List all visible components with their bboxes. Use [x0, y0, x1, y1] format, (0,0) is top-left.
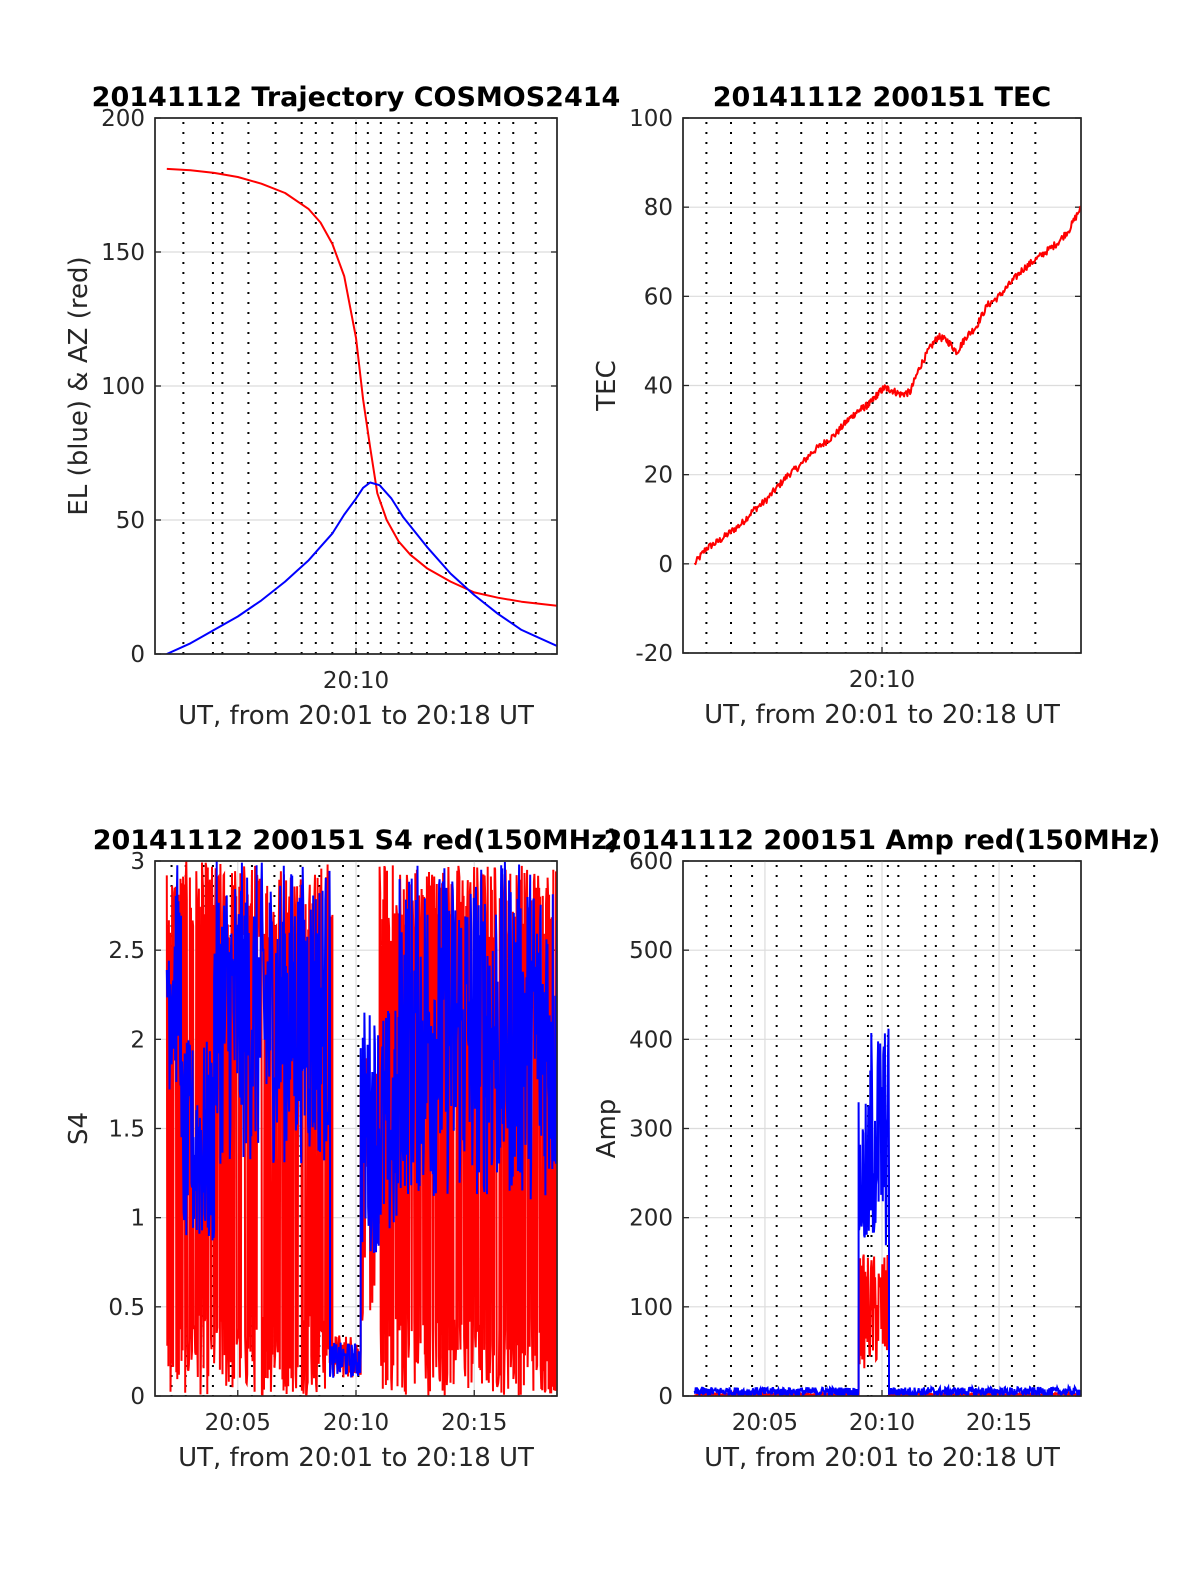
tec-chart: -20 0 20 40 60 80 100 20:10 20141112 200151 TEC U…: [592, 82, 1082, 730]
x-axis-label: UT, from 20:01 to 20:18 UT: [178, 1443, 534, 1473]
chart-title: 20141112 200151 TEC: [713, 82, 1052, 113]
y-tick-label: 0: [130, 1384, 145, 1410]
x-tick-label: 20:05: [205, 1410, 271, 1436]
y-tick-label: 200: [101, 106, 145, 132]
y-tick-label: 3: [130, 849, 145, 875]
y-tick-label: 200: [629, 1206, 673, 1232]
y-tick-label: 100: [629, 106, 673, 132]
y-tick-label: 0: [658, 1384, 673, 1410]
y-tick-label: 100: [629, 1295, 673, 1321]
y-tick-label: 0: [130, 642, 145, 668]
series-line-blue: [166, 481, 557, 654]
y-tick-label: 50: [116, 508, 145, 534]
y-tick-label: 1.5: [108, 1117, 145, 1143]
x-tick-label: 20:15: [966, 1410, 1032, 1436]
x-tick-label: 20:10: [849, 1410, 915, 1436]
y-tick-label: 0: [658, 552, 673, 578]
y-tick-label: 80: [644, 195, 673, 221]
trajectory-chart: 0 50 100 150 200 20:10 20141112 Trajectory COS…: [64, 82, 620, 731]
y-tick-label: 2: [130, 1027, 145, 1053]
plot-frame: [154, 860, 558, 1397]
y-axis-label: EL (blue) & AZ (red): [64, 256, 94, 515]
x-axis-label: UT, from 20:01 to 20:18 UT: [704, 1443, 1060, 1473]
x-tick-label: 20:10: [323, 1410, 389, 1436]
y-tick-label: 500: [629, 938, 673, 964]
y-tick-label: 60: [644, 284, 673, 310]
y-axis-label: S4: [64, 1112, 94, 1145]
x-tick-label: 20:10: [323, 668, 389, 694]
series-line-red: [166, 167, 557, 607]
plot-frame: [682, 117, 1082, 654]
chart-title: 20141112 Trajectory COSMOS2414: [92, 82, 621, 113]
amp-chart: 0 100 200 300 400 500 600 20:05 20:10 20:15 201411…: [592, 825, 1160, 1473]
plot-frame: [682, 860, 1082, 1397]
chart-title: 20141112 200151 Amp red(150MHz): [604, 825, 1161, 856]
x-tick-label: 20:10: [849, 667, 915, 693]
series-line-blue: [165, 861, 557, 1378]
chart-title: 20141112 200151 S4 red(150MHz): [93, 825, 620, 856]
y-tick-label: 400: [629, 1027, 673, 1053]
y-tick-label: 1: [130, 1206, 145, 1232]
x-tick-label: 20:05: [732, 1410, 798, 1436]
y-tick-label: 300: [629, 1117, 673, 1143]
y-tick-label: 0.5: [108, 1295, 145, 1321]
y-tick-label: 40: [644, 374, 673, 400]
y-tick-label: -20: [635, 641, 673, 667]
y-axis-label: Amp: [592, 1099, 622, 1159]
y-tick-label: 600: [629, 849, 673, 875]
plot-frame: [154, 117, 558, 655]
series-line-blue: [693, 1028, 1081, 1396]
y-tick-label: 2.5: [108, 938, 145, 964]
series-line-red: [693, 205, 1081, 566]
y-tick-label: 20: [644, 463, 673, 489]
y-axis-label: TEC: [592, 360, 622, 411]
y-tick-label: 150: [101, 240, 145, 266]
x-axis-label: UT, from 20:01 to 20:18 UT: [704, 700, 1060, 730]
s4-chart: 0 0.5 1 1.5 2 2.5 3 20:05 20:10 20:15 20141112 200…: [64, 825, 619, 1473]
x-tick-label: 20:15: [441, 1410, 507, 1436]
x-axis-label: UT, from 20:01 to 20:18 UT: [178, 701, 534, 731]
y-tick-label: 100: [101, 374, 145, 400]
